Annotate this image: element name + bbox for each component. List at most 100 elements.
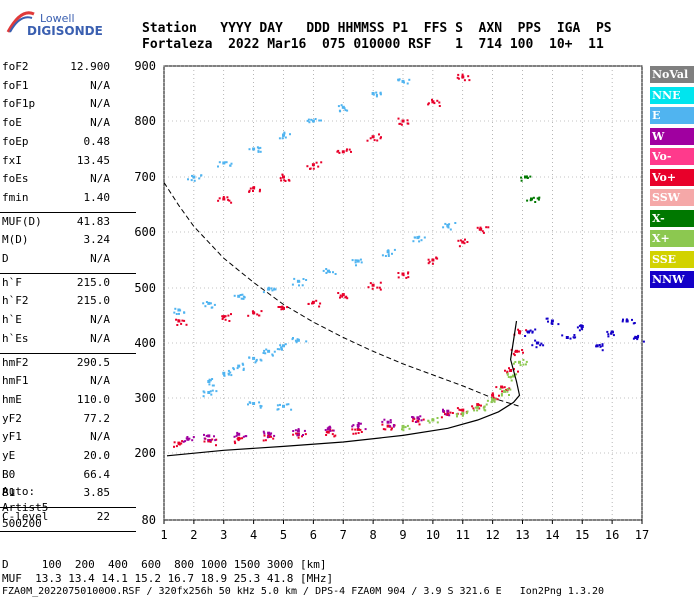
echo-speck	[186, 436, 189, 438]
echo-speck	[245, 435, 248, 438]
echo-speck	[572, 336, 575, 339]
echo-speck	[428, 421, 431, 424]
echo-speck	[474, 406, 477, 409]
echo-speck	[411, 416, 414, 419]
echo-speck	[209, 390, 212, 393]
echo-speck	[297, 433, 300, 436]
echo-speck	[281, 348, 283, 351]
param-row: h`F 215.0	[0, 276, 136, 292]
echo-speck	[375, 91, 378, 94]
echo-speck	[193, 179, 196, 182]
echo-speck	[517, 350, 520, 353]
data-point	[461, 408, 465, 412]
echo-speck	[606, 330, 609, 333]
y-tick-label: 300	[134, 391, 156, 405]
echo-speck	[359, 422, 362, 425]
legend-item: Vo-	[650, 148, 694, 165]
echo-speck	[522, 363, 525, 366]
param-row: hmE 110.0	[0, 393, 136, 409]
echo-speck	[387, 255, 390, 257]
param-value: 215.0	[76, 275, 110, 289]
echo-speck	[622, 318, 624, 321]
echo-speck	[305, 279, 308, 281]
echo-speck	[466, 241, 469, 243]
echo-speck	[315, 161, 318, 164]
echo-speck	[271, 354, 274, 357]
data-point	[207, 301, 211, 305]
echo-speck	[247, 403, 249, 406]
echo-speck	[230, 162, 233, 165]
echo-speck	[292, 337, 294, 339]
echo-speck	[180, 322, 183, 325]
echo-speck	[215, 390, 218, 393]
echo-speck	[375, 95, 378, 98]
echo-speck	[482, 406, 485, 409]
echo-speck	[296, 338, 299, 341]
param-label: foF1p	[2, 97, 36, 111]
echo-speck	[278, 306, 281, 308]
echo-speck	[234, 442, 237, 445]
echo-speck	[352, 424, 355, 427]
echo-speck	[382, 428, 385, 431]
echo-speck	[463, 242, 466, 245]
echo-speck	[202, 395, 205, 398]
echo-speck	[456, 413, 459, 416]
echo-speck	[211, 306, 214, 309]
echo-speck	[478, 228, 481, 231]
echo-speck	[476, 409, 479, 412]
x-tick-label: 13	[515, 528, 529, 542]
echo-speck	[230, 313, 232, 316]
echo-speck	[625, 318, 628, 321]
series-group	[401, 358, 528, 432]
echo-speck	[573, 334, 576, 336]
echo-speck	[337, 292, 340, 294]
legend-item: X+	[650, 230, 694, 247]
echo-speck	[601, 349, 604, 352]
echo-speck	[442, 408, 444, 411]
echo-speck	[468, 79, 471, 82]
echo-speck	[626, 320, 629, 323]
echo-speck	[514, 361, 517, 363]
data-point	[518, 360, 521, 364]
echo-speck	[249, 401, 252, 404]
echo-speck	[263, 434, 266, 437]
echo-speck	[294, 429, 297, 432]
echo-speck	[537, 198, 540, 201]
echo-speck	[598, 344, 601, 346]
echo-speck	[211, 438, 214, 441]
echo-speck	[402, 424, 405, 427]
echo-speck	[175, 313, 178, 315]
echo-speck	[451, 412, 454, 414]
data-point	[431, 100, 435, 104]
echo-speck	[413, 417, 416, 420]
data-point	[401, 272, 405, 276]
echo-speck	[286, 306, 289, 309]
echo-speck	[466, 410, 469, 413]
echo-speck	[280, 346, 283, 349]
echo-speck	[379, 92, 382, 95]
echo-speck	[461, 240, 464, 243]
echo-speck	[182, 440, 185, 443]
echo-speck	[520, 176, 523, 179]
echo-speck	[291, 283, 294, 286]
echo-speck	[504, 369, 506, 372]
data-point	[416, 416, 420, 420]
param-row: yF1 N/A	[0, 430, 136, 446]
param-row: foF1 N/A	[0, 79, 136, 95]
echo-speck	[427, 103, 430, 106]
echo-speck	[281, 173, 284, 176]
echo-speck	[427, 262, 430, 265]
echo-speck	[308, 121, 311, 124]
echo-speck	[539, 344, 542, 347]
echo-speck	[538, 196, 541, 199]
echo-speck	[329, 429, 332, 432]
echo-speck	[208, 439, 211, 441]
echo-speck	[397, 276, 400, 279]
echo-speck	[633, 322, 636, 324]
echo-speck	[334, 434, 337, 437]
echo-speck	[260, 405, 263, 408]
param-value: 66.4	[83, 467, 111, 481]
echo-speck	[458, 408, 461, 411]
echo-speck	[292, 433, 295, 436]
data-point	[386, 420, 390, 424]
